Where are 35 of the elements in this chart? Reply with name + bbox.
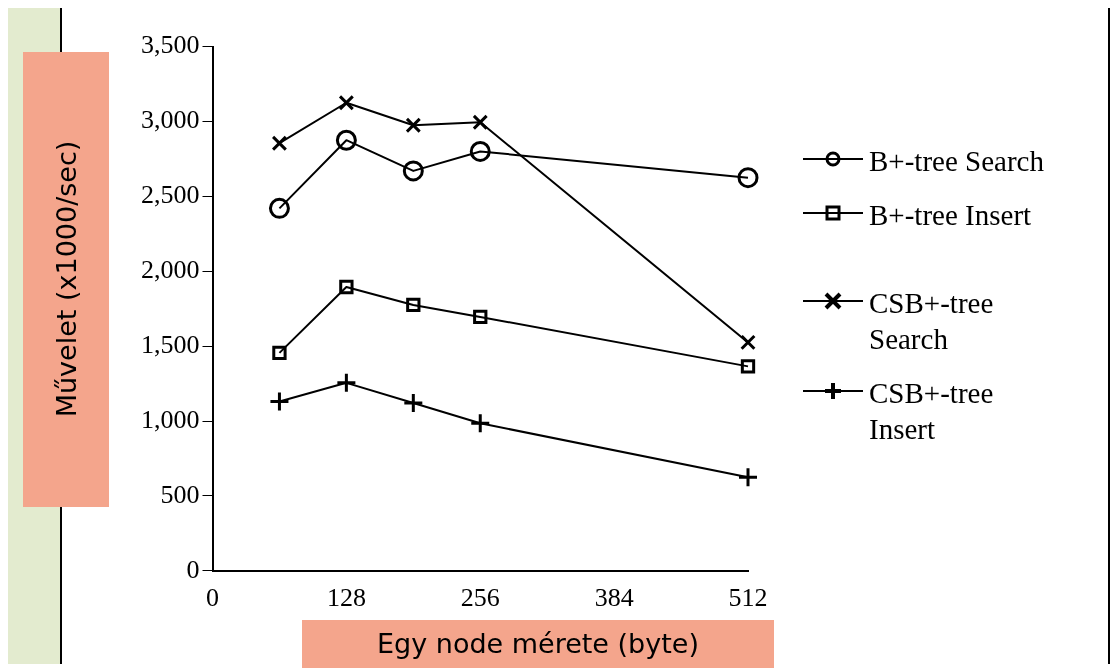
point [473,309,488,325]
x-tick-label: 128 [326,583,366,613]
legend-label: B+-tree Search [869,144,1044,179]
point [268,197,290,219]
point [402,160,424,182]
point [406,297,421,313]
y-tick-label: 1,000 [141,404,200,434]
y-tick-label: 500 [160,479,200,509]
y-tick-label: 0 [186,554,200,584]
y-tick-label: 3,000 [141,105,200,135]
y-axis-title: Művelet (x1000/sec) [50,140,82,418]
point [271,135,288,152]
y-tick-label: 2,500 [141,180,200,210]
point [272,345,287,361]
x-tick-label: 384 [594,583,634,613]
legend-label: CSB+-tree Insert [869,376,995,447]
point [469,140,491,162]
x-tick-label: 256 [460,583,500,613]
point [338,94,355,111]
legend-label: CSB+-tree Search [869,286,995,357]
point [472,114,489,131]
x-axis-title: Egy node mérete (byte) [302,620,774,668]
point [740,359,756,374]
y-tick-label: 2,000 [141,255,200,285]
legend-label: B+-tree Insert [869,198,1033,233]
point [740,334,756,351]
point [335,129,357,151]
point [737,466,759,488]
point [737,167,759,189]
y-tick-label: 1,500 [141,329,200,359]
point [339,279,354,295]
y-tick-label: 3,500 [141,30,200,60]
x-tick-label: 0 [206,583,219,613]
point [405,117,422,134]
x-tick-label: 512 [728,583,768,613]
